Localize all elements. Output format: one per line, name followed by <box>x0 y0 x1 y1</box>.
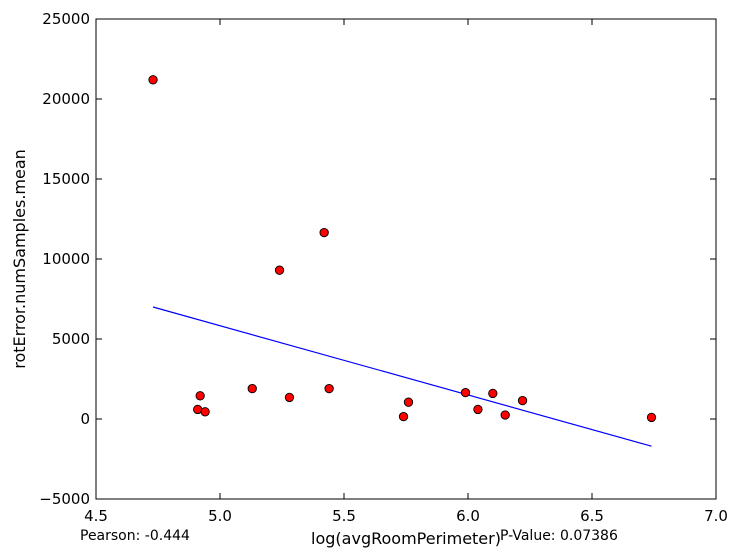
y-tick-label: 0 <box>80 410 90 428</box>
y-axis-label: rotError.numSamples.mean <box>10 149 29 369</box>
x-tick-label: 6.0 <box>456 507 480 525</box>
points-layer <box>148 75 657 423</box>
x-tick-label: 5.0 <box>208 507 232 525</box>
data-point <box>319 227 329 238</box>
x-tick-label: 7.0 <box>704 507 728 525</box>
data-point <box>460 387 471 398</box>
data-point <box>247 383 257 394</box>
data-point <box>517 395 528 406</box>
data-point <box>398 411 409 422</box>
x-tick-label: 4.5 <box>84 507 108 525</box>
data-point <box>148 75 158 85</box>
data-point <box>274 265 285 275</box>
plot-frame <box>95 18 717 500</box>
data-point <box>324 383 334 394</box>
x-tick-label: 6.5 <box>580 507 604 525</box>
y-tick-label: 15000 <box>42 170 90 188</box>
x-tick-label: 5.5 <box>332 507 356 525</box>
data-point <box>500 410 510 420</box>
data-point <box>403 397 414 407</box>
x-axis-label: log(avgRoomPerimeter) <box>311 529 501 548</box>
data-point <box>200 407 210 417</box>
y-tick-label: 25000 <box>42 10 90 28</box>
p-value-annotation: P-Value: 0.07386 <box>500 528 618 544</box>
data-point <box>284 392 295 403</box>
y-tick-label: 5000 <box>52 330 90 348</box>
plot-area <box>96 19 716 499</box>
fit-layer <box>152 306 652 447</box>
regression-line <box>152 306 652 447</box>
y-tick-label: −5000 <box>39 490 90 508</box>
y-tick-label: 10000 <box>42 250 90 268</box>
pearson-annotation: Pearson: -0.444 <box>80 528 190 544</box>
y-tick-label: 20000 <box>42 90 90 108</box>
data-point <box>488 388 498 399</box>
ticks-layer: 4.5 5.0 5.5 6.0 6.5 7.0 −5000 0 5000 10000 15000 20… <box>39 10 728 525</box>
data-point <box>473 404 483 415</box>
data-point <box>195 391 205 401</box>
data-point <box>646 412 657 423</box>
